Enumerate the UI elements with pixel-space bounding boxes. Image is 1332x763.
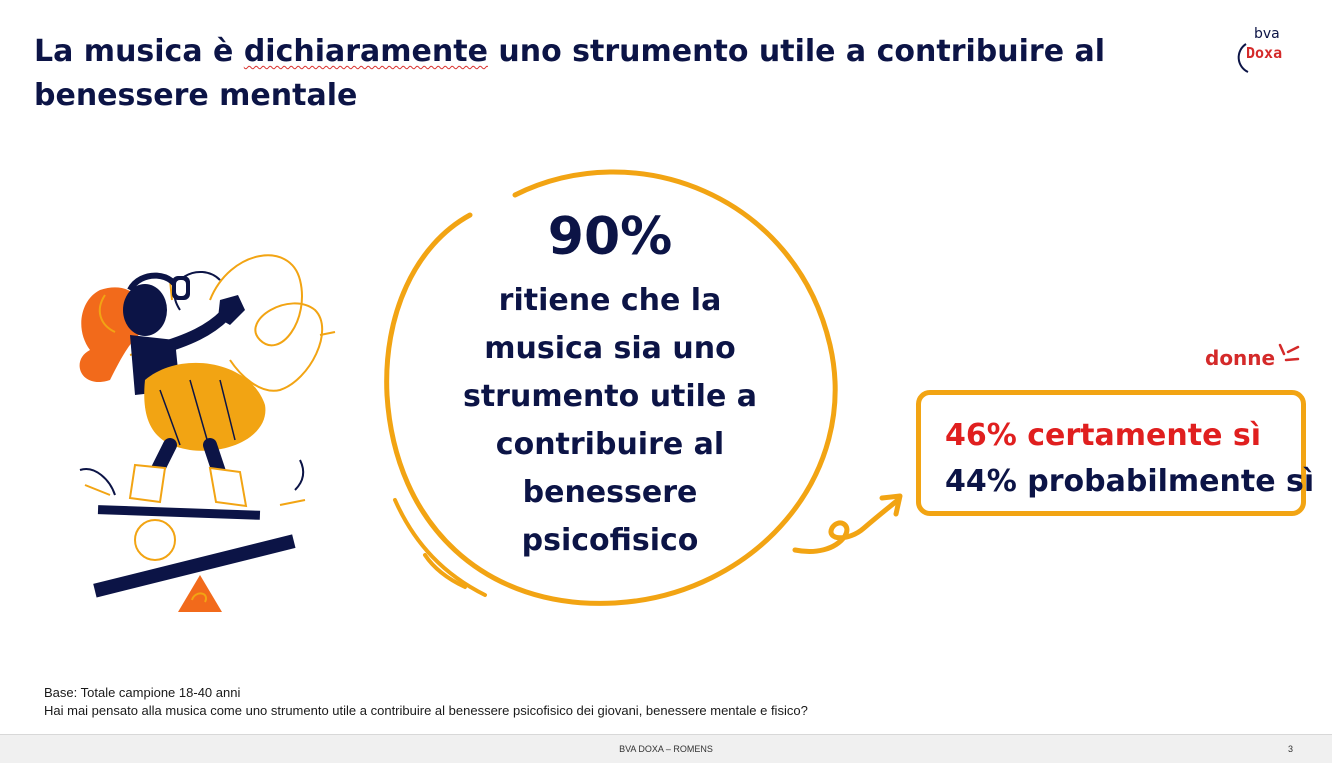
- title-part2: uno strumento utile a contribuire al ben…: [34, 34, 1106, 113]
- stat-line: psicofisico: [521, 523, 699, 558]
- logo-bva-text: bva: [1254, 26, 1280, 42]
- footer-band: [0, 734, 1332, 763]
- stat-line: strumento utile a: [462, 379, 757, 414]
- title-part1: La musica è: [34, 34, 244, 69]
- callout-line-probabilmente: 44% probabilmente sì: [945, 464, 1315, 499]
- logo-arc-icon: [1237, 43, 1249, 73]
- callout-line-certamente: 46% certamente sì: [945, 418, 1261, 453]
- footer-text: BVA DOXA – ROMENS: [619, 744, 713, 754]
- stat-line: benessere: [522, 475, 698, 510]
- woman-headphones-illustration: [79, 254, 336, 612]
- title-underlined-word: dichiaramente: [243, 34, 488, 69]
- swirl-arrow-icon: [792, 493, 903, 554]
- emphasis-marks-icon: [1278, 343, 1300, 362]
- circle-statement: 90% ritiene che la musica sia uno strume…: [440, 205, 780, 565]
- stat-line: musica sia uno: [484, 331, 736, 366]
- slide: La musica è dichiaramente uno strumento …: [34, 26, 1315, 720]
- slide-title: La musica è dichiaramente uno strumento …: [34, 30, 1234, 118]
- donne-label: donne: [1205, 346, 1276, 370]
- stat-line: contribuire al: [495, 427, 725, 462]
- base-note: Base: Totale campione 18-40 anni Hai mai…: [44, 684, 808, 720]
- stat-line: ritiene che la: [498, 283, 722, 318]
- logo-doxa-text: Doxa: [1246, 44, 1283, 62]
- stat-description: ritiene che la musica sia uno strumento …: [440, 277, 780, 565]
- base-sample-text: Base: Totale campione 18-40 anni: [44, 685, 241, 700]
- stat-percentage: 90%: [547, 207, 673, 267]
- callout-box: [916, 390, 1306, 516]
- highlight-circle: [384, 169, 838, 606]
- question-text: Hai mai pensato alla musica come uno str…: [44, 703, 808, 718]
- bva-doxa-logo: bva Doxa: [1232, 26, 1294, 76]
- page-number: 3: [1288, 744, 1294, 754]
